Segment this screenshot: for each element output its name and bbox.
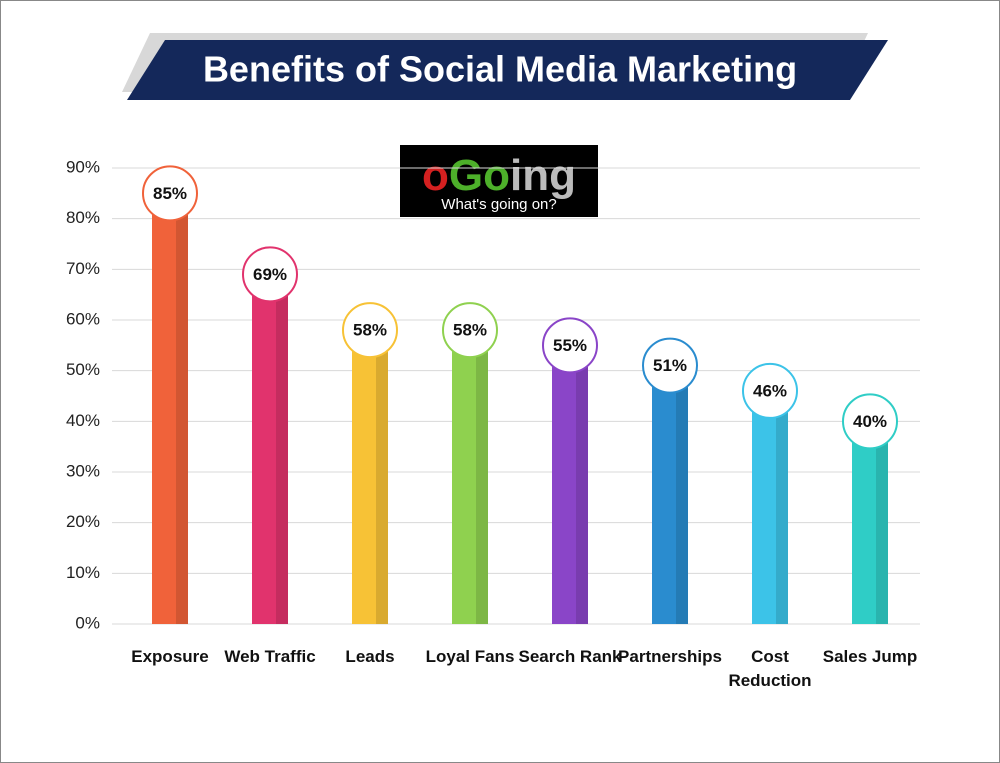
value-label: 58% xyxy=(353,321,387,340)
y-tick-label: 90% xyxy=(66,157,100,176)
value-badge xyxy=(242,246,298,303)
bar xyxy=(752,390,788,624)
y-tick-label: 20% xyxy=(66,512,100,531)
bar xyxy=(452,330,488,624)
chart-title: Benefits of Social Media Marketing xyxy=(203,49,797,90)
banner xyxy=(127,40,888,100)
logo-text: oGoing xyxy=(422,151,576,200)
logo-go: Go xyxy=(449,151,510,200)
bar xyxy=(552,345,588,624)
value-label: 55% xyxy=(553,336,587,355)
y-tick-label: 40% xyxy=(66,411,100,430)
bar-shade xyxy=(776,390,788,624)
bar xyxy=(852,421,888,624)
x-tick-label: Sales Jump xyxy=(822,647,918,666)
x-tick-label: Web Traffic xyxy=(224,647,316,666)
bar-shade xyxy=(376,330,388,624)
bar-shade xyxy=(176,193,188,625)
y-tick-label: 50% xyxy=(66,360,100,379)
logo-ing: ing xyxy=(510,151,576,200)
y-tick-label: 70% xyxy=(66,259,100,278)
y-tick-label: 60% xyxy=(66,309,100,328)
y-tick-label: 30% xyxy=(66,461,100,480)
value-badge xyxy=(842,393,898,450)
logo-tagline: What's going on? xyxy=(441,196,556,213)
bar-shade xyxy=(576,345,588,624)
value-label: 46% xyxy=(753,381,787,400)
x-tick-label: Exposure xyxy=(131,647,209,666)
x-tick-label: Cost Reduction xyxy=(728,647,812,690)
y-tick-label: 10% xyxy=(66,563,100,582)
value-badge xyxy=(442,302,498,359)
y-tick-label: 80% xyxy=(66,208,100,227)
x-tick-label: Leads xyxy=(345,647,395,666)
bar xyxy=(152,193,188,625)
value-badge xyxy=(742,362,798,419)
bar-shade xyxy=(476,330,488,624)
value-label: 40% xyxy=(853,412,887,431)
logo-box xyxy=(400,145,598,217)
bar xyxy=(252,274,288,624)
grid xyxy=(112,167,920,625)
bar xyxy=(652,365,688,624)
y-tick-label: 0% xyxy=(75,613,100,632)
value-badge xyxy=(342,302,398,359)
x-tick-label: Search Rank xyxy=(518,647,622,666)
value-label: 58% xyxy=(453,321,487,340)
value-badge xyxy=(642,337,698,394)
bar-shade xyxy=(676,365,688,624)
bar-shade xyxy=(876,421,888,624)
value-label: 51% xyxy=(653,356,687,375)
x-tick-label: Loyal Fans xyxy=(425,647,515,666)
logo-o: o xyxy=(422,151,449,200)
bar-shade xyxy=(276,274,288,624)
value-label: 85% xyxy=(153,184,187,203)
value-label: 69% xyxy=(253,265,287,284)
bar xyxy=(352,330,388,624)
value-badge xyxy=(542,317,598,374)
value-badge xyxy=(142,165,198,222)
x-tick-label: Partnerships xyxy=(618,647,722,666)
